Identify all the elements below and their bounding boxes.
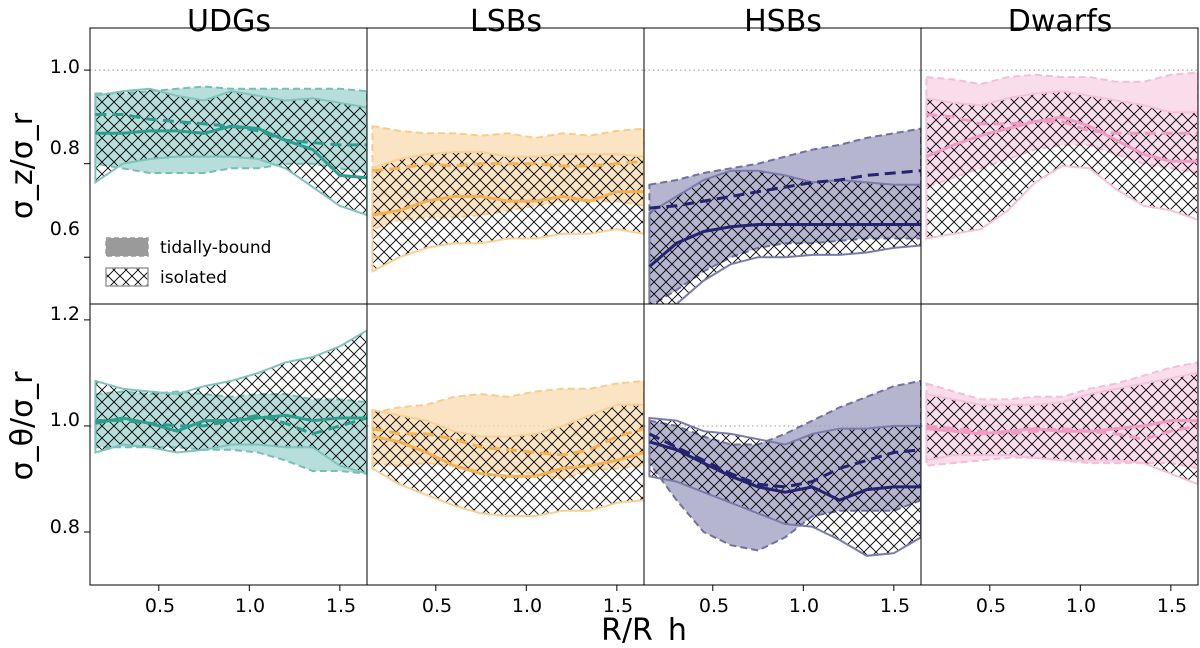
legend-label-tidally-bound: tidally-bound [160,238,271,258]
panel-lsbs-row1 [367,379,644,518]
isolated-median-line [925,115,1198,163]
xtick-label-dwarfs-2: 1.5 [1157,595,1187,617]
ytick-label-top-1: 0.8 [50,137,80,159]
x-axis-title: R/R_h [601,613,687,644]
ytick-label-top-0: 0.6 [50,218,80,240]
isolated-band [925,90,1198,240]
isolated-median-line [95,124,367,180]
tidally-bound-median-line [648,432,921,489]
y-axis-title-top: σ_z/σ_r [5,112,40,219]
panel-frame [920,303,1199,586]
tidally-bound-median-line [372,427,644,457]
panel-hsbs-row0 [644,69,921,304]
panel-udgs-row0 [90,69,367,217]
ytick-label-bottom-0: 0.8 [50,516,80,538]
panel-title-dwarfs: Dwarfs [1008,4,1113,39]
xtick-label-hsbs-1: 1.0 [789,595,819,617]
isolated-median-line [95,413,367,433]
isolated-band [94,87,367,217]
xtick-label-hsbs-2: 1.5 [880,595,910,617]
legend-label-isolated: isolated [160,268,227,288]
xtick-label-dwarfs-0: 0.5 [976,595,1006,617]
isolated-median-line [372,190,644,217]
xtick-label-udgs-0: 0.5 [145,595,175,617]
isolated-band [371,403,644,518]
xtick-label-hsbs-0: 0.5 [699,595,729,617]
ytick-label-top-2: 1.0 [50,56,80,78]
panel-udgs-row1 [90,329,367,475]
xtick-label-lsbs-0: 0.5 [422,595,452,617]
ytick-label-bottom-2: 1.2 [50,303,80,325]
xtick-label-udgs-1: 1.0 [235,595,265,617]
isolated-band [94,329,367,475]
panel-title-udgs: UDGs [187,4,271,39]
panel-title-lsbs: LSBs [470,4,542,39]
panel-dwarfs-row0 [921,69,1198,240]
tidally-bound-median-line [649,169,921,210]
xtick-label-lsbs-1: 1.0 [512,595,542,617]
ytick-label-bottom-1: 1.0 [50,409,80,431]
tidally-bound-median-line [926,113,1198,135]
panel-hsbs-row1 [644,379,921,557]
isolated-band [648,416,921,557]
xtick-label-lsbs-2: 1.5 [603,595,633,617]
panel-lsbs-row0 [367,69,644,273]
tidally-bound-median-line [926,424,1198,441]
isolated-median-line [926,419,1198,436]
tidally-bound-median-line [372,159,644,173]
isolated-median-line [372,435,644,478]
y-axis-title-bottom: σ_θ/σ_r [5,371,40,480]
isolated-median-line [648,440,921,502]
isolated-band [648,169,921,304]
isolated-median-line [648,223,921,268]
legend-swatch-tidally-bound [105,237,149,257]
isolated-band [371,151,644,273]
xtick-label-dwarfs-1: 1.0 [1066,595,1096,617]
legend: tidally-bound isolated [105,237,271,288]
panel-dwarfs-row1 [921,361,1198,486]
xtick-label-udgs-2: 1.5 [326,595,356,617]
panel-title-hsbs: HSBs [744,4,822,39]
legend-swatch-isolated [105,267,149,287]
